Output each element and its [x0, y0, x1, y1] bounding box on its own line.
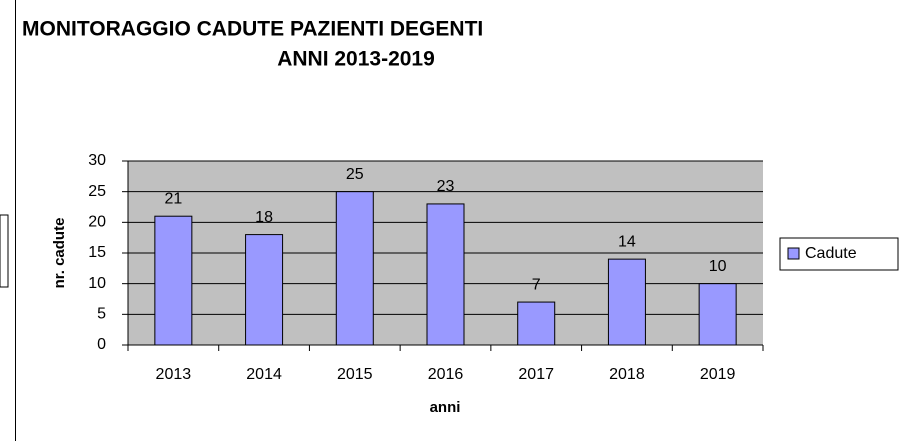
y-tick-label: 10 [88, 275, 106, 292]
x-tick-label: 2017 [518, 366, 554, 383]
value-label: 25 [346, 166, 364, 183]
x-tick-label: 2016 [428, 366, 464, 383]
value-label: 14 [618, 233, 636, 250]
value-label: 18 [255, 209, 273, 226]
value-label: 23 [437, 178, 455, 195]
y-tick-label: 15 [88, 244, 106, 261]
frame-edge [0, 214, 9, 288]
value-label: 10 [709, 258, 727, 275]
value-label: 7 [532, 276, 541, 293]
x-tick-label: 2018 [609, 366, 645, 383]
legend-swatch [787, 247, 800, 260]
y-tick-label: 20 [88, 214, 106, 231]
bar [245, 234, 284, 346]
legend-label: Cadute [805, 245, 857, 262]
bar [154, 215, 193, 346]
chart-subtitle: ANNI 2013-2019 [277, 48, 435, 71]
y-tick-label: 25 [88, 183, 106, 200]
bar [698, 283, 737, 346]
x-tick-label: 2014 [246, 366, 282, 383]
bar [517, 301, 556, 346]
bar [607, 258, 646, 346]
x-axis-title: anni [430, 399, 461, 416]
y-tick-label: 30 [88, 152, 106, 169]
value-label: 21 [164, 190, 182, 207]
x-tick-label: 2019 [700, 366, 736, 383]
y-tick-label: 0 [97, 336, 106, 353]
chart-title: MONITORAGGIO CADUTE PAZIENTI DEGENTI [22, 18, 483, 41]
x-tick-label: 2013 [156, 366, 192, 383]
y-axis-title: nr. cadute [51, 218, 68, 289]
legend [779, 237, 899, 271]
y-tick-label: 5 [97, 306, 106, 323]
bar [335, 191, 374, 346]
bar [426, 203, 465, 346]
x-tick-label: 2015 [337, 366, 373, 383]
